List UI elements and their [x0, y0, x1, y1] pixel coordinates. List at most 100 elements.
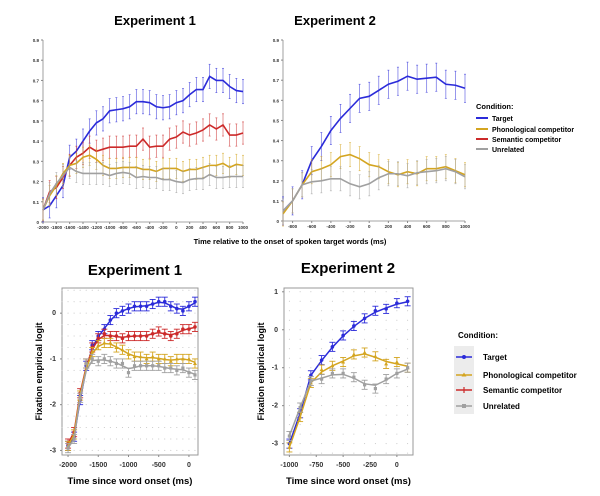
grid-dot — [152, 404, 154, 406]
y-tick-label: -3 — [50, 447, 56, 454]
grid-dot — [288, 395, 290, 397]
grid-dot — [115, 324, 117, 326]
grid-dot — [182, 427, 184, 429]
grid-dot — [146, 404, 148, 406]
grid-dot — [152, 312, 154, 314]
grid-dot — [73, 381, 75, 383]
grid-dot — [121, 449, 123, 451]
grid-dot — [140, 415, 142, 417]
grid-dot — [288, 452, 290, 454]
series-unrelated — [282, 156, 466, 224]
grid-dot — [158, 312, 160, 314]
data-point — [156, 329, 161, 334]
grid-dot — [396, 367, 398, 369]
grid-dot — [310, 433, 312, 435]
data-point — [108, 359, 112, 363]
data-point — [395, 371, 399, 375]
grid-dot — [109, 312, 111, 314]
grid-dot — [182, 404, 184, 406]
grid-dot — [67, 369, 69, 371]
grid-dot — [146, 438, 148, 440]
grid-dot — [164, 449, 166, 451]
grid-dot — [310, 424, 312, 426]
data-point — [96, 359, 100, 363]
fit-line — [288, 301, 408, 444]
grid-dot — [152, 415, 154, 417]
y-tick-label: 0.4 — [33, 139, 40, 144]
grid-dot — [140, 438, 142, 440]
legend-label: Unrelated — [492, 147, 524, 154]
legend-title: Condition: — [476, 102, 514, 111]
grid-dot — [385, 433, 387, 435]
data-point — [126, 306, 131, 311]
grid-dot — [85, 346, 87, 348]
grid-dot — [331, 357, 333, 359]
grid-dot — [85, 301, 87, 303]
grid-dot — [288, 348, 290, 350]
data-point — [145, 364, 149, 368]
x-tick-label: -1000 — [120, 462, 138, 469]
grid-dot — [396, 443, 398, 445]
grid-dot — [364, 443, 366, 445]
data-point — [384, 361, 389, 366]
grid-dot — [299, 338, 301, 340]
grid-dot — [67, 289, 69, 291]
grid-dot — [176, 449, 178, 451]
y-tick-label: -2 — [272, 403, 278, 410]
grid-dot — [164, 312, 166, 314]
y-tick-label: 0.7 — [273, 78, 280, 83]
grid-dot — [109, 438, 111, 440]
grid-dot — [146, 289, 148, 291]
series-unrelated — [42, 155, 244, 222]
grid-dot — [353, 291, 355, 293]
data-point — [90, 357, 94, 361]
grid-dot — [67, 312, 69, 314]
grid-dot — [396, 291, 398, 293]
data-point — [138, 334, 143, 338]
grid-dot — [194, 427, 196, 429]
x-tick-label: 200 — [385, 224, 393, 229]
grid-dot — [288, 405, 290, 407]
grid-dot — [299, 367, 301, 369]
data-point — [352, 375, 356, 379]
grid-dot — [331, 300, 333, 302]
grid-dot — [146, 312, 148, 314]
grid-dot — [140, 346, 142, 348]
data-point — [169, 304, 173, 309]
grid-dot — [374, 329, 376, 331]
legend-label: Semantic competitor — [483, 386, 562, 395]
grid-dot — [152, 346, 154, 348]
grid-dot — [374, 367, 376, 369]
y-tick-label: -3 — [272, 441, 278, 448]
grid-dot — [103, 392, 105, 394]
grid-dot — [152, 381, 154, 383]
grid-dot — [158, 289, 160, 291]
grid-dot — [67, 404, 69, 406]
data-point — [96, 343, 101, 347]
grid-dot — [364, 414, 366, 416]
y-tick-label: 0 — [276, 219, 279, 224]
grid-dot — [91, 438, 93, 440]
x-tick-label: 800 — [226, 225, 234, 230]
legend-marker — [461, 372, 467, 377]
grid-dot — [310, 329, 312, 331]
grid-dot — [353, 395, 355, 397]
grid-dot — [299, 348, 301, 350]
grid-dot — [364, 338, 366, 340]
grid-dot — [79, 312, 81, 314]
data-point — [330, 371, 334, 375]
y-tick-label: 0 — [52, 310, 56, 317]
grid-dot — [321, 443, 323, 445]
chart-panel: Fixation empirical logit Time since word … — [34, 287, 199, 487]
grid-dot — [182, 449, 184, 451]
grid-dot — [396, 424, 398, 426]
grid-dot — [299, 424, 301, 426]
grid-dot — [103, 438, 105, 440]
grid-dot — [121, 381, 123, 383]
grid-dot — [73, 415, 75, 417]
grid-dot — [310, 348, 312, 350]
data-point — [114, 311, 119, 315]
grid-dot — [91, 335, 93, 337]
grid-dot — [342, 443, 344, 445]
